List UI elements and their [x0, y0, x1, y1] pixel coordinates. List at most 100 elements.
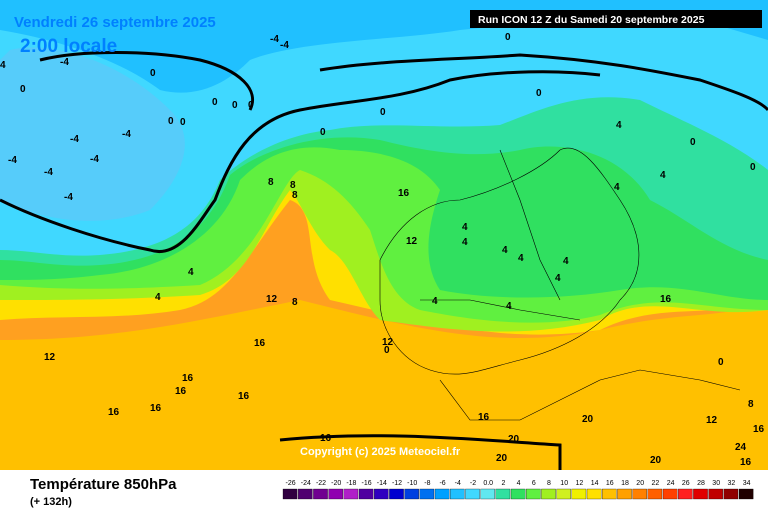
- scale-swatch: [465, 488, 480, 500]
- contour-label: 12: [382, 337, 394, 348]
- contour-label: 4: [462, 237, 468, 248]
- contour-label: 0: [750, 162, 756, 173]
- scale-label: 30: [712, 480, 720, 487]
- contour-label: 4: [188, 267, 194, 278]
- contour-label: 16: [753, 424, 765, 435]
- scale-label: 0.0: [483, 480, 493, 487]
- contour-label: 20: [650, 455, 662, 466]
- scale-label: 20: [636, 480, 644, 487]
- scale-swatch: [541, 488, 556, 500]
- contour-label: 4: [614, 182, 620, 193]
- scale-swatch: [693, 488, 708, 500]
- scale-label: -14: [377, 480, 387, 487]
- contour-label: 0: [718, 357, 724, 368]
- contour-label: -4: [90, 154, 99, 165]
- scale-swatch: [434, 488, 450, 500]
- contour-label: 0: [248, 100, 254, 111]
- contour-label: 16: [108, 407, 120, 418]
- scale-swatch: [617, 488, 632, 500]
- scale-label: -12: [392, 480, 402, 487]
- contour-label: 16: [660, 294, 672, 305]
- scale-label: -6: [439, 480, 445, 487]
- color-scale: -26 -24 -22 -20 -18 -16 -14 -12 -10 -8 -6 -4 -2 0.0 2 4…: [282, 480, 754, 500]
- contour-label: 4: [518, 253, 524, 264]
- contour-label: 8: [290, 180, 296, 191]
- contour-label: -4: [60, 57, 69, 68]
- scale-label: -22: [316, 480, 326, 487]
- scale-label: 18: [621, 480, 629, 487]
- contour-label: 4: [502, 245, 508, 256]
- contour-label: 0: [536, 88, 542, 99]
- scale-swatch: [510, 488, 526, 500]
- scale-swatch: [328, 488, 343, 500]
- contour-label: 20: [582, 414, 594, 425]
- scale-label: 34: [743, 480, 751, 487]
- contour-label: 12: [706, 415, 718, 426]
- scale-swatch: [404, 488, 419, 500]
- contour-label: 12: [44, 352, 56, 363]
- contour-label: 12: [406, 236, 418, 247]
- scale-label: -4: [455, 480, 461, 487]
- run-label: Run ICON 12 Z du Samedi 20 septembre 202…: [478, 14, 705, 26]
- contour-label: 4: [462, 222, 468, 233]
- scale-swatch: [662, 488, 678, 500]
- scale-swatch: [358, 488, 374, 500]
- footer-lead: (+ 132h): [30, 496, 72, 508]
- contour-label: 0: [384, 345, 390, 356]
- contour-label: 16: [182, 373, 194, 384]
- contour-label: 20: [508, 434, 520, 445]
- contour-label: 0: [690, 137, 696, 148]
- contour-label: -4: [64, 192, 73, 203]
- contour-label: 0: [380, 107, 386, 118]
- scale-label: 14: [591, 480, 599, 487]
- contour-label: 0: [320, 127, 326, 138]
- contour-label: 0: [232, 100, 238, 111]
- scale-swatch: [556, 488, 571, 500]
- scale-label: -26: [286, 480, 296, 487]
- scale-swatch: [480, 488, 495, 500]
- scale-swatch: [678, 488, 693, 500]
- contour-label: 20: [496, 453, 508, 464]
- contour-label: 0: [168, 116, 174, 127]
- scale-label: 10: [560, 480, 568, 487]
- contour-label: 4: [0, 60, 6, 71]
- contour-label: 0: [20, 84, 26, 95]
- scale-swatch: [602, 488, 617, 500]
- contour-label: 12: [266, 294, 278, 305]
- scale-swatch: [632, 488, 647, 500]
- contour-label: 4: [506, 301, 512, 312]
- scale-label: 32: [728, 480, 736, 487]
- scale-swatch: [495, 488, 511, 500]
- contour-label: 16: [254, 338, 266, 349]
- temperature-map: [0, 0, 768, 470]
- scale-swatch: [282, 488, 298, 500]
- contour-label: -4: [280, 40, 289, 51]
- scale-label: -2: [470, 480, 476, 487]
- contour-label: 16: [478, 412, 490, 423]
- scale-label: 28: [697, 480, 705, 487]
- contour-label: -4: [70, 134, 79, 145]
- contour-label: -4: [44, 167, 53, 178]
- scale-label: -20: [331, 480, 341, 487]
- scale-swatch: [374, 488, 389, 500]
- contour-label: -4: [8, 155, 17, 166]
- contour-label: 8: [292, 190, 298, 201]
- contour-label: 16: [238, 391, 250, 402]
- scale-swatch: [389, 488, 404, 500]
- scale-label: 12: [576, 480, 584, 487]
- contour-label: 8: [292, 297, 298, 308]
- contour-label: -4: [122, 129, 131, 140]
- contour-label: 8: [748, 399, 754, 410]
- contour-label: 4: [563, 256, 569, 267]
- contour-label: 4: [555, 273, 561, 284]
- contour-label: 24: [735, 442, 747, 453]
- scale-label: -18: [346, 480, 356, 487]
- contour-label: -4: [270, 34, 279, 45]
- scale-swatch: [313, 488, 328, 500]
- scale-swatch: [723, 488, 739, 500]
- scale-label: 24: [667, 480, 675, 487]
- scale-label: 16: [606, 480, 614, 487]
- contour-label: 4: [432, 296, 438, 307]
- scale-swatch: [647, 488, 663, 500]
